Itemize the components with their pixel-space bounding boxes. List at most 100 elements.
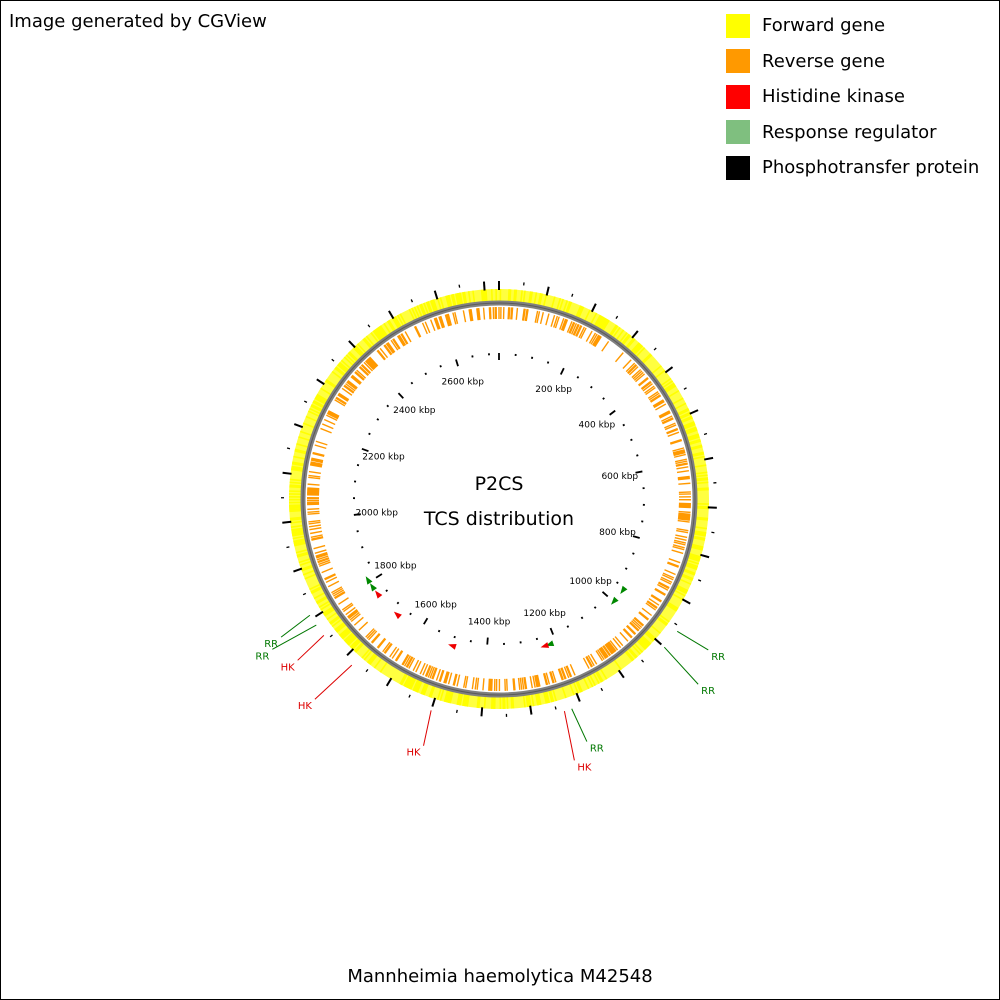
cgview-credit: Image generated by CGView (9, 11, 267, 32)
forward-gene (343, 356, 354, 366)
reverse-gene (677, 518, 690, 521)
reverse-gene (422, 663, 429, 676)
scale-tick (593, 606, 597, 609)
reverse-gene (580, 327, 587, 339)
forward-gene (345, 354, 356, 364)
reverse-gene (438, 669, 444, 682)
forward-gene (445, 690, 450, 703)
forward-gene (681, 417, 693, 424)
reverse-gene (377, 349, 386, 360)
forward-gene (639, 637, 650, 647)
forward-gene (334, 621, 345, 631)
forward-gene (679, 411, 691, 419)
forward-gene (291, 531, 304, 536)
forward-gene (459, 292, 464, 305)
outer-tick (286, 447, 291, 450)
forward-gene (644, 632, 655, 642)
forward-gene (370, 332, 379, 343)
forward-gene (690, 444, 703, 450)
forward-gene (576, 680, 583, 693)
forward-gene (301, 565, 314, 572)
reverse-gene (659, 411, 671, 419)
backbone-edge (302, 302, 696, 696)
forward-gene (693, 532, 706, 537)
reverse-gene (351, 375, 362, 385)
reverse-gene (553, 315, 559, 328)
legend-item-forward-gene: Forward gene (726, 8, 979, 44)
reverse-gene (545, 672, 551, 685)
forward-gene (318, 600, 330, 609)
reverse-gene (421, 322, 428, 335)
reverse-gene (308, 470, 321, 474)
reverse-gene (678, 510, 691, 514)
scale-tick (535, 637, 539, 641)
reverse-gene (324, 573, 336, 580)
forward-gene (691, 451, 704, 456)
outer-tick (282, 520, 292, 524)
reverse-gene (626, 364, 637, 374)
reverse-gene (424, 321, 431, 334)
forward-gene (366, 652, 376, 664)
reverse-gene (307, 508, 320, 511)
reverse-gene (358, 366, 369, 377)
reverse-gene (645, 387, 656, 396)
reverse-gene (444, 671, 449, 684)
forward-gene (694, 464, 707, 468)
forward-gene (354, 642, 365, 653)
reverse-gene (673, 450, 686, 456)
scale-tick (601, 591, 609, 598)
hk-arrow (540, 642, 550, 648)
forward-gene (542, 294, 548, 307)
forward-gene (544, 691, 549, 704)
forward-gene (310, 586, 322, 593)
reverse-gene (652, 399, 664, 407)
outer-tick (617, 669, 625, 679)
forward-gene (425, 301, 432, 314)
forward-gene (683, 422, 696, 429)
forward-gene (641, 635, 652, 645)
outer-tick (433, 290, 439, 300)
forward-gene (290, 520, 303, 524)
reverse-gene (602, 645, 611, 657)
reverse-gene (358, 621, 369, 631)
forward-gene (596, 316, 604, 328)
reverse-gene (424, 665, 431, 677)
reverse-gene (678, 516, 691, 519)
hk-leader-line (563, 711, 575, 761)
forward-gene (689, 552, 702, 558)
reverse-gene (653, 400, 665, 408)
forward-gene (450, 294, 456, 307)
reverse-gene (385, 343, 394, 354)
reverse-gene (508, 307, 511, 320)
reverse-gene (677, 519, 690, 523)
forward-gene (363, 337, 373, 348)
reverse-gene (447, 313, 453, 326)
reverse-gene (327, 411, 339, 419)
scale-tick (424, 372, 428, 376)
forward-gene (480, 289, 484, 302)
forward-gene (566, 301, 573, 314)
scale-tick (546, 361, 550, 364)
forward-gene (407, 677, 414, 689)
tcs-arrow-markers (365, 576, 628, 650)
outer-tick (703, 432, 708, 436)
reverse-gene (554, 316, 560, 329)
reverse-gene (595, 650, 604, 662)
scale-tick (630, 438, 633, 442)
scale-tick (576, 376, 580, 379)
forward-gene (632, 344, 643, 355)
outer-tick (314, 610, 324, 618)
reverse-gene (477, 308, 480, 321)
forward-gene (455, 293, 460, 306)
forward-gene (311, 403, 323, 411)
reverse-gene (582, 657, 590, 669)
scale-label: 1200 kbp (523, 609, 566, 619)
forward-gene (562, 300, 569, 313)
scale-tick (559, 367, 565, 375)
reverse-gene (311, 457, 324, 462)
reverse-gene (534, 310, 539, 323)
reverse-gene (386, 342, 395, 354)
forward-gene (431, 299, 437, 312)
forward-gene (313, 400, 325, 408)
map-title-line2: TCS distribution (423, 508, 574, 530)
